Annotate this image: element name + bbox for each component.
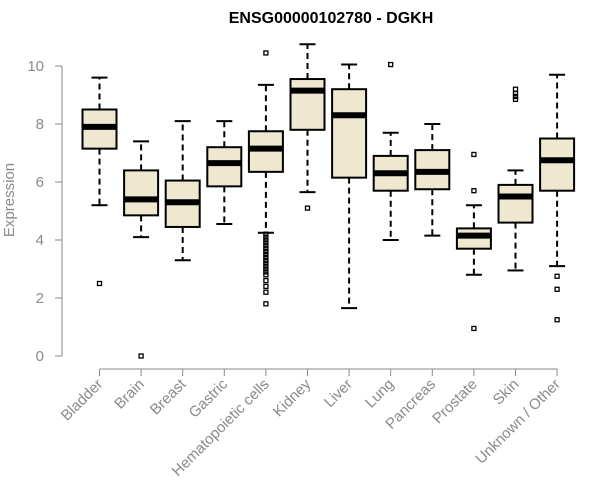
box-group — [247, 50, 284, 307]
y-tick-label: 0 — [36, 348, 44, 365]
outlier-point — [471, 325, 477, 332]
outlier-point — [304, 205, 311, 211]
outlier-point — [263, 240, 269, 246]
outlier-point — [471, 151, 477, 158]
outlier-point — [263, 50, 269, 56]
outlier-point — [263, 263, 269, 269]
y-tick-label: 4 — [36, 232, 44, 249]
outlier-point — [263, 269, 269, 275]
outlier-point — [263, 251, 269, 258]
outlier-point — [512, 86, 519, 92]
box-group — [123, 140, 160, 359]
outlier-point — [263, 248, 269, 255]
box-group — [497, 86, 534, 272]
outlier-point — [263, 243, 269, 249]
box-group — [206, 120, 243, 226]
outlier-point — [263, 254, 269, 261]
outlier-point — [96, 280, 103, 287]
box-iqr — [206, 146, 243, 188]
outlier-point — [263, 231, 269, 237]
outlier-point — [263, 301, 269, 307]
y-axis-title: Expression — [1, 163, 18, 237]
outlier-point — [263, 289, 269, 295]
x-tick-label: Liver — [321, 376, 356, 411]
box-group — [372, 61, 409, 241]
box-series — [81, 43, 576, 359]
outlier-point — [263, 257, 269, 263]
box-group — [539, 73, 576, 323]
y-tick-label: 10 — [27, 58, 44, 75]
outlier-point — [512, 93, 519, 100]
x-tick-label: Breast — [147, 375, 190, 418]
x-tick-label: Skin — [490, 376, 523, 409]
chart-title: ENSG00000102780 - DGKH — [229, 10, 434, 27]
outlier-point — [138, 353, 144, 359]
outlier-point — [263, 246, 269, 252]
box-group — [81, 76, 118, 287]
y-tick-label: 2 — [36, 290, 44, 307]
x-tick-label: Bladder — [58, 376, 107, 425]
outlier-point — [554, 286, 560, 292]
x-tick-label: Kidney — [270, 375, 315, 420]
outlier-point — [512, 96, 519, 102]
outlier-point — [263, 272, 269, 278]
outlier-point — [388, 61, 394, 68]
x-tick-label: Lung — [362, 376, 398, 412]
box-group — [414, 123, 451, 237]
box-iqr — [331, 88, 368, 179]
outlier-point — [263, 283, 269, 290]
box-group — [331, 63, 368, 310]
outlier-point — [263, 237, 269, 243]
outlier-point — [512, 90, 519, 97]
outlier-point — [263, 234, 269, 240]
box-iqr — [289, 78, 326, 131]
outlier-point — [263, 266, 269, 272]
x-tick-label: Prostate — [429, 376, 481, 428]
box-iqr — [123, 169, 160, 217]
box-group — [164, 120, 201, 262]
x-tick-label: Brain — [111, 376, 148, 413]
y-tick-label: 8 — [36, 116, 44, 133]
outlier-point — [554, 317, 560, 323]
y-tick-label: 6 — [36, 174, 44, 191]
box-iqr — [539, 137, 576, 192]
outlier-point — [554, 273, 560, 279]
y-axis: 0 2 4 6 8 10 — [27, 58, 63, 365]
box-group — [289, 43, 326, 211]
outlier-point — [263, 277, 269, 284]
box-iqr — [497, 183, 534, 224]
outlier-point — [263, 260, 269, 266]
outlier-point — [471, 188, 477, 194]
box-group — [455, 151, 492, 332]
